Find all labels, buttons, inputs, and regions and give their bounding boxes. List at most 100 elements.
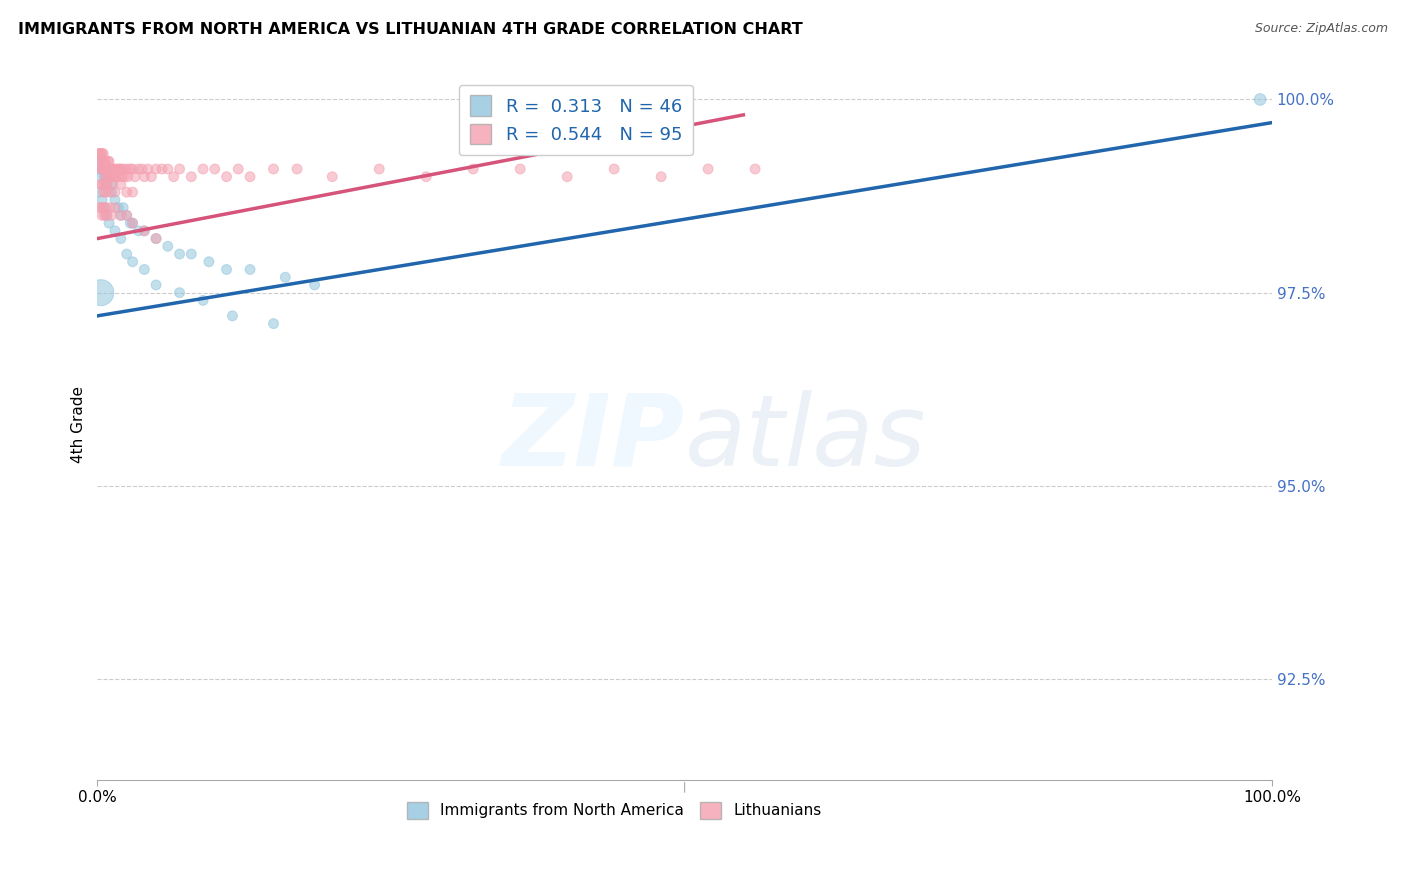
Point (104, 161, 127, 176)
Point (94, 201, 117, 215)
Point (555, 169, 578, 184)
Point (94, 185, 117, 199)
Point (100, 161, 122, 176)
Point (105, 169, 128, 184)
Point (191, 293, 214, 308)
Point (321, 169, 343, 184)
Point (101, 161, 124, 176)
Point (89, 185, 111, 199)
Point (226, 161, 249, 176)
Point (91, 154, 114, 169)
Point (97, 169, 120, 184)
Point (107, 169, 129, 184)
Point (156, 239, 179, 253)
Text: ZIP: ZIP (502, 390, 685, 487)
Point (90, 161, 112, 176)
Point (105, 161, 128, 176)
Point (191, 161, 214, 176)
Text: Source: ZipAtlas.com: Source: ZipAtlas.com (1254, 22, 1388, 36)
Point (215, 262, 238, 277)
Text: IMMIGRANTS FROM NORTH AMERICA VS LITHUANIAN 4TH GRADE CORRELATION CHART: IMMIGRANTS FROM NORTH AMERICA VS LITHUAN… (18, 22, 803, 37)
Point (603, 161, 626, 176)
Point (221, 309, 243, 323)
Point (650, 169, 672, 184)
Point (1249, 92, 1271, 106)
Point (96, 169, 118, 184)
Point (98, 216, 121, 230)
Point (117, 169, 139, 184)
Point (96, 208, 118, 222)
Point (110, 208, 132, 222)
Point (100, 208, 122, 222)
Point (103, 169, 125, 184)
Point (156, 161, 179, 176)
Point (93, 201, 115, 215)
Point (110, 208, 132, 222)
Point (415, 169, 437, 184)
Point (163, 169, 186, 184)
Point (97, 154, 120, 169)
Point (274, 270, 297, 285)
Point (104, 185, 127, 199)
Point (110, 231, 132, 245)
Point (112, 161, 135, 176)
Point (104, 224, 127, 238)
Point (90, 154, 112, 169)
Point (127, 224, 149, 238)
Point (91, 178, 114, 192)
Point (215, 169, 238, 184)
Point (89, 201, 111, 215)
Point (239, 169, 262, 184)
Point (90, 146, 112, 161)
Point (121, 216, 143, 230)
Point (96, 178, 118, 192)
Point (91, 208, 114, 222)
Point (90, 169, 112, 184)
Point (91, 146, 114, 161)
Point (96, 208, 118, 222)
Point (94, 161, 117, 176)
Point (90, 285, 112, 300)
Point (93, 154, 115, 169)
Point (145, 161, 167, 176)
Point (115, 247, 138, 261)
Point (204, 161, 226, 176)
Point (120, 161, 142, 176)
Point (98, 169, 121, 184)
Point (110, 161, 132, 176)
Point (107, 201, 129, 215)
Point (121, 185, 143, 199)
Point (169, 285, 191, 300)
Point (87, 146, 110, 161)
Point (98, 201, 121, 215)
Point (93, 161, 115, 176)
Point (96, 178, 118, 192)
Point (509, 161, 531, 176)
Point (112, 169, 135, 184)
Point (94, 169, 117, 184)
Point (134, 169, 156, 184)
Point (98, 154, 121, 169)
Point (98, 161, 121, 176)
Point (89, 146, 111, 161)
Point (127, 161, 149, 176)
Point (134, 262, 156, 277)
Point (90, 201, 112, 215)
Point (169, 247, 191, 261)
Point (104, 201, 127, 215)
Point (98, 161, 121, 176)
Point (463, 161, 485, 176)
Point (145, 231, 167, 245)
Point (136, 161, 159, 176)
Point (120, 216, 142, 230)
Point (134, 224, 156, 238)
Point (100, 169, 122, 184)
Point (110, 178, 132, 192)
Point (150, 161, 173, 176)
Point (263, 161, 285, 176)
Point (180, 247, 202, 261)
Y-axis label: 4th Grade: 4th Grade (72, 385, 86, 463)
Legend: Immigrants from North America, Lithuanians: Immigrants from North America, Lithuania… (401, 796, 828, 825)
Point (108, 161, 131, 176)
Point (91, 161, 114, 176)
